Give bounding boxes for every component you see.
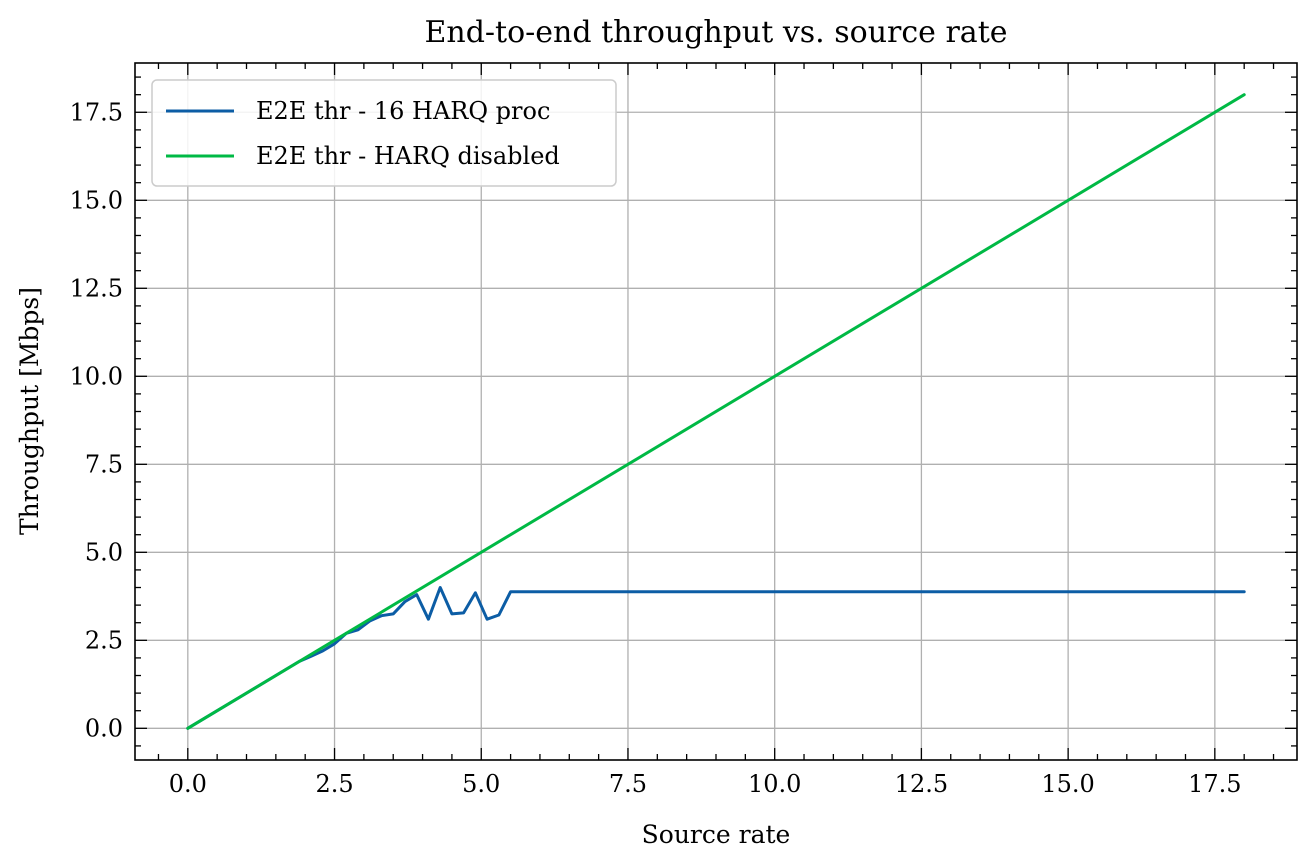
x-tick-label-7: 17.5 [1188, 770, 1241, 798]
series-lines [186, 93, 1246, 730]
chart-title: End-to-end throughput vs. source rate [424, 15, 1007, 50]
x-tick-label-5: 12.5 [895, 770, 948, 798]
x-tick-label-6: 15.0 [1041, 770, 1094, 798]
y-tick-label-3: 7.5 [85, 450, 123, 478]
axis-ticks [135, 63, 1297, 760]
tick-labels: 0.0 2.5 5.0 7.5 10.0 12.5 15.0 17.5 0.0 2.5 5.0 7.5… [70, 98, 1242, 798]
x-tick-label-2: 5.0 [462, 770, 500, 798]
y-tick-label-4: 10.0 [70, 362, 123, 390]
y-tick-label-6: 15.0 [70, 186, 123, 214]
y-tick-label-1: 2.5 [85, 626, 123, 654]
x-tick-label-0: 0.0 [169, 770, 207, 798]
series-line-1 [186, 93, 1246, 730]
y-tick-label-2: 5.0 [85, 538, 123, 566]
legend: E2E thr - 16 HARQ proc E2E thr - HARQ dis… [151, 79, 617, 187]
x-tick-label-3: 7.5 [609, 770, 647, 798]
y-tick-label-0: 0.0 [85, 714, 123, 742]
legend-label-1: E2E thr - HARQ disabled [256, 142, 560, 170]
x-tick-label-4: 10.0 [748, 770, 801, 798]
x-axis-label: Source rate [642, 820, 791, 849]
y-tick-label-5: 12.5 [70, 274, 123, 302]
y-tick-label-7: 17.5 [70, 98, 123, 126]
y-axis-label: Throughput [Mbps] [15, 287, 44, 535]
legend-box [151, 79, 617, 187]
legend-label-0: E2E thr - 16 HARQ proc [256, 97, 550, 125]
x-tick-label-1: 2.5 [315, 770, 353, 798]
